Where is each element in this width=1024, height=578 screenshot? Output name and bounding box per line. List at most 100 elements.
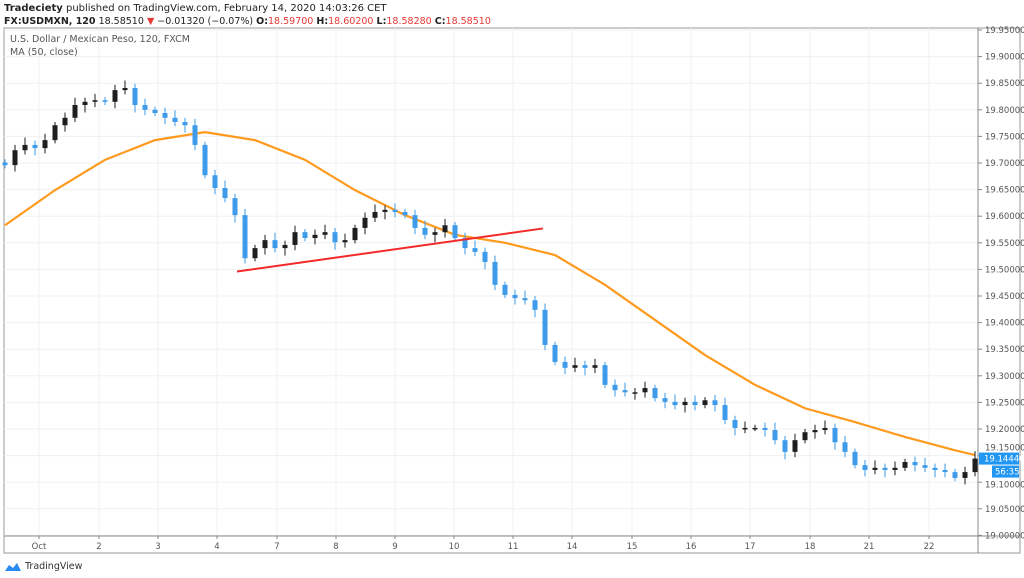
x-tick-label: 10 <box>449 542 460 552</box>
price-change: −0.01320 (−0.07%) <box>157 16 254 27</box>
candle-body <box>182 122 188 126</box>
y-tick-label: 19.40000 <box>985 319 1024 329</box>
candle-body <box>352 227 358 241</box>
y-tick-label: 19.25000 <box>985 398 1024 408</box>
candle-body <box>672 401 678 406</box>
y-tick-label: 19.90000 <box>985 53 1024 63</box>
x-tick-label: 4 <box>214 542 219 552</box>
x-tick-label: 16 <box>686 542 697 552</box>
x-tick-label: 14 <box>567 542 578 552</box>
candle-body <box>842 442 848 452</box>
x-tick-label: 22 <box>924 542 935 552</box>
candle-body <box>772 430 778 441</box>
symbol-info: FX:USDMXN, 120 18.58510 ▼ −0.01320 (−0.0… <box>4 16 491 27</box>
y-tick-label: 19.05000 <box>985 505 1024 515</box>
candle-body <box>542 309 548 345</box>
open-label: O: <box>256 16 269 27</box>
candle-body <box>242 215 248 259</box>
candle-body <box>312 234 318 239</box>
candle-body <box>122 87 128 91</box>
candle-body <box>572 365 578 368</box>
candle-body <box>722 405 728 420</box>
candle-body <box>632 392 638 394</box>
candle-body <box>202 144 208 176</box>
candle-body <box>402 211 408 216</box>
candle-body <box>262 240 268 249</box>
candle-body <box>552 344 558 362</box>
chart-legend: U.S. Dollar / Mexican Peso, 120, FXCM MA… <box>10 33 190 59</box>
close-label: C: <box>434 16 446 27</box>
candle-body <box>882 467 888 470</box>
y-tick-label: 19.30000 <box>985 372 1024 382</box>
tradingview-logo[interactable]: TradingView <box>4 561 82 572</box>
candle-body <box>72 105 78 118</box>
last-price-label: 19.14440 <box>984 455 1024 465</box>
candle-body <box>812 430 818 433</box>
close-value: 18.58510 <box>445 16 491 27</box>
high-label: H: <box>316 16 329 27</box>
candle-body <box>662 398 668 402</box>
candle-body <box>712 400 718 406</box>
candle-body <box>742 427 748 430</box>
candle-body <box>392 209 398 212</box>
candle-body <box>622 390 628 393</box>
y-tick-label: 19.95000 <box>985 26 1024 36</box>
candle-body <box>692 401 698 406</box>
candle-body <box>272 240 278 249</box>
candle-body <box>802 432 808 441</box>
candle-body <box>832 427 838 443</box>
brand-name: TradingView <box>25 561 83 572</box>
last-price-label-bg <box>979 452 1019 465</box>
symbol: FX:USDMXN, 120 <box>4 16 96 27</box>
author[interactable]: Tradeciety <box>4 3 63 14</box>
last-price: 18.58510 <box>98 16 144 27</box>
candle-body <box>972 458 978 473</box>
x-tick-label: 17 <box>745 542 756 552</box>
candle-body <box>32 144 38 149</box>
candle-body <box>332 232 338 243</box>
candle-body <box>22 144 28 151</box>
x-tick-label: 3 <box>155 542 160 552</box>
down-arrow-icon: ▼ <box>146 16 155 27</box>
candle-body <box>382 209 388 212</box>
y-tick-label: 19.65000 <box>985 186 1024 196</box>
candle-body <box>912 461 918 466</box>
candle-body <box>612 384 618 391</box>
y-tick-label: 19.15000 <box>985 444 1024 454</box>
y-tick-label: 19.20000 <box>985 425 1024 435</box>
x-tick-label: 18 <box>805 542 816 552</box>
ma-line <box>4 131 976 457</box>
y-tick-label: 19.50000 <box>985 265 1024 275</box>
y-tick-label: 19.75000 <box>985 132 1024 142</box>
candle-body <box>962 472 968 478</box>
x-tick-label: 11 <box>508 542 519 552</box>
y-tick-label: 19.70000 <box>985 159 1024 169</box>
candle-body <box>452 225 458 239</box>
x-tick-label: 8 <box>333 542 338 552</box>
candle-body <box>432 232 438 235</box>
publish-info: Tradeciety published on TradingView.com,… <box>4 3 387 14</box>
candle-body <box>232 198 238 216</box>
x-tick-label: 2 <box>96 542 101 552</box>
candle-body <box>462 238 468 249</box>
candle-body <box>52 125 58 141</box>
candle-body <box>952 472 958 478</box>
countdown-label: 56:35 <box>995 468 1020 478</box>
candle-body <box>782 440 788 452</box>
candle-body <box>942 469 948 473</box>
candle-body <box>112 90 118 102</box>
candle-body <box>282 244 288 249</box>
publish-date: published on TradingView.com, February 1… <box>65 3 387 14</box>
candle-body <box>492 261 498 285</box>
candle-body <box>892 467 898 470</box>
x-tick-label: 7 <box>274 542 279 552</box>
candle-body <box>142 105 148 110</box>
candle-body <box>682 401 688 406</box>
candle-body <box>872 467 878 470</box>
candle-body <box>302 232 308 239</box>
candle-body <box>132 87 138 106</box>
candle-body <box>482 251 488 262</box>
candle-body <box>212 175 218 189</box>
y-tick-label: 19.60000 <box>985 212 1024 222</box>
